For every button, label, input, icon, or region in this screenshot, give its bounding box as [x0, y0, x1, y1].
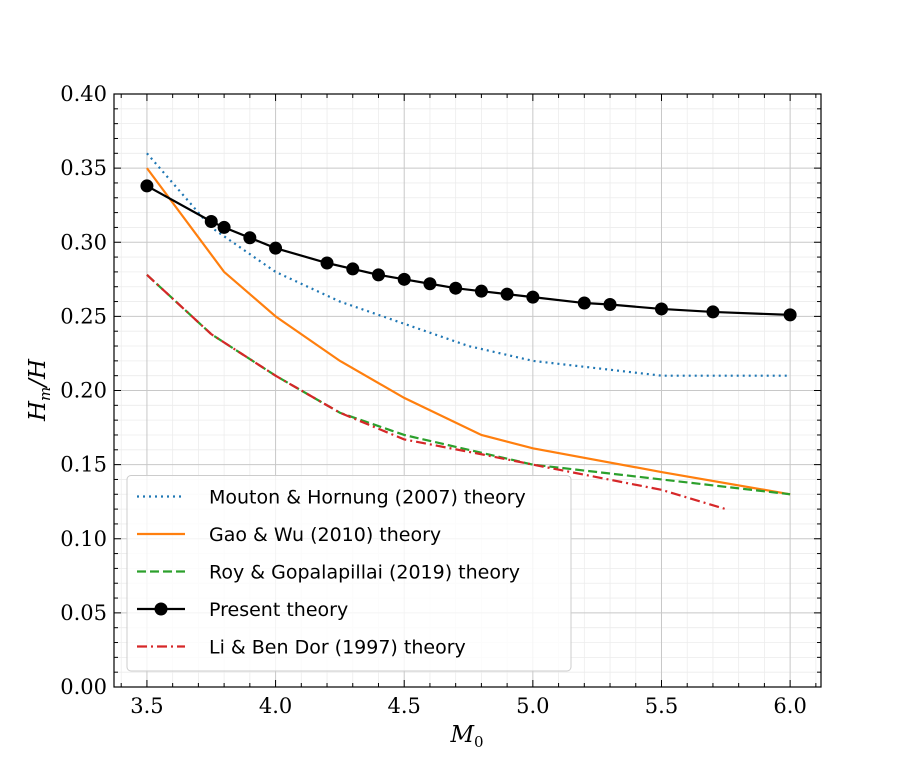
marker — [217, 220, 231, 234]
y-tick-label: 0.40 — [60, 82, 107, 106]
marker — [783, 308, 797, 322]
marker — [243, 231, 257, 245]
series-line — [146, 184, 791, 316]
series-line — [146, 274, 791, 496]
legend-marker — [154, 602, 168, 616]
y-tick-label: 0.35 — [60, 156, 107, 180]
legend-label: Roy & Gopalapillai (2019) theory — [209, 562, 520, 584]
y-tick-label: 0.10 — [60, 527, 107, 551]
legend-label: Present theory — [209, 599, 348, 621]
series-line — [146, 167, 791, 496]
x-label-sub: 0 — [474, 733, 484, 751]
x-tick-label: 4.5 — [388, 694, 421, 718]
y-label-rest: /H — [25, 358, 51, 389]
marker — [706, 305, 720, 319]
x-axis-label: M0 — [449, 722, 483, 751]
x-tick-label: 3.5 — [130, 694, 163, 718]
axes-frame — [113, 93, 822, 688]
marker — [320, 256, 334, 270]
y-tick-label: 0.15 — [60, 453, 107, 477]
marker — [423, 277, 437, 291]
legend: Mouton & Hornung (2007) theory Gao & Wu (… — [126, 475, 572, 672]
y-tick-label: 0.25 — [60, 304, 107, 328]
marker — [603, 298, 617, 312]
legend-label: Li & Ben Dor (1997) theory — [209, 637, 466, 659]
ticks: 3.5 4.0 4.5 5.0 5.5 6.0 0.00 0.05 0.10 0.15 0.20 0.… — [60, 82, 821, 718]
legend-label: Gao & Wu (2010) theory — [209, 524, 441, 546]
marker — [371, 268, 385, 282]
marker — [449, 281, 463, 295]
series-line — [146, 152, 791, 377]
legend-label: Mouton & Hornung (2007) theory — [209, 487, 526, 509]
x-tick-label: 4.0 — [259, 694, 292, 718]
marker — [346, 262, 360, 276]
series-line — [146, 274, 727, 511]
y-tick-label: 0.30 — [60, 230, 107, 254]
x-label-base: M — [449, 722, 475, 748]
y-tick-label: 0.00 — [60, 675, 107, 699]
x-tick-label: 5.5 — [645, 694, 678, 718]
marker — [204, 214, 218, 228]
y-axis-label: Hm/H — [25, 358, 54, 422]
x-tick-label: 6.0 — [773, 694, 806, 718]
y-label-sub: m — [36, 387, 54, 401]
marker — [140, 179, 154, 193]
marker — [397, 272, 411, 286]
y-tick-label: 0.20 — [60, 379, 107, 403]
legend-box — [126, 475, 572, 672]
marker — [269, 241, 283, 255]
marker — [500, 287, 514, 301]
plot — [140, 152, 797, 511]
marker — [654, 302, 668, 316]
y-label-base: H — [25, 400, 51, 422]
y-tick-label: 0.05 — [60, 601, 107, 625]
marker — [577, 296, 591, 310]
marker — [474, 284, 488, 298]
marker — [526, 290, 540, 304]
x-tick-label: 5.0 — [516, 694, 549, 718]
